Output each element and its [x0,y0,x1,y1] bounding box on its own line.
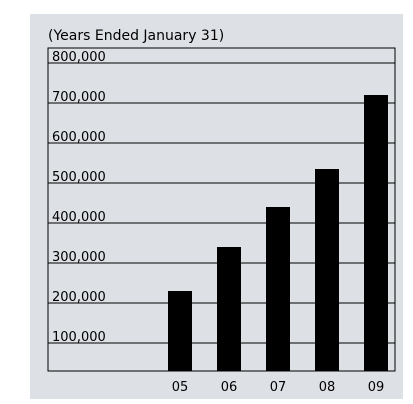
y-tick-label: 600,000 [52,130,106,145]
bar-08 [315,169,339,371]
y-tick-label: 800,000 [52,50,106,65]
y-tick-label: 400,000 [52,210,106,225]
bars [168,95,388,371]
x-tick-labels: 05 06 07 08 09 [172,380,385,395]
x-tick-label: 09 [368,380,385,395]
y-tick-label: 500,000 [52,170,106,185]
x-tick-label: 06 [221,380,238,395]
bar-05 [168,291,192,371]
chart-subtitle: (Years Ended January 31) [48,28,224,44]
y-tick-label: 700,000 [52,90,106,105]
bar-chart: (Years Ended January 31) 800,000 700,000 6… [47,28,396,395]
x-tick-label: 07 [270,380,287,395]
y-tick-label: 300,000 [52,250,106,265]
y-tick-labels: 800,000 700,000 600,000 500,000 400,000 300,0… [52,50,106,345]
bar-07 [266,207,290,371]
plot-frame [47,47,396,372]
bar-06 [217,247,241,371]
y-tick-label: 200,000 [52,290,106,305]
chart-panel: (Years Ended January 31) 800,000 700,000 6… [30,14,403,399]
bar-09 [364,95,388,371]
y-tick-label: 100,000 [52,330,106,345]
x-tick-label: 05 [172,380,189,395]
x-tick-label: 08 [319,380,336,395]
